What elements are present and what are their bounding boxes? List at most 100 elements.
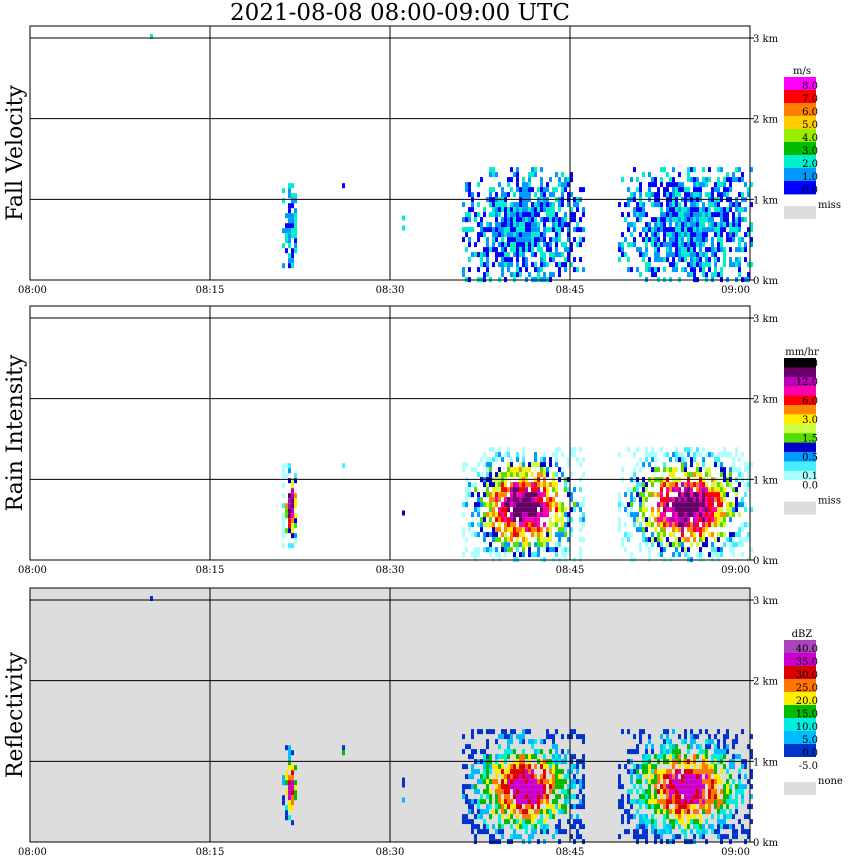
echo-pixel [471,824,474,830]
echo-pixel [642,824,645,830]
echo-pixel [537,517,540,523]
echo-pixel [702,834,705,840]
echo-pixel [651,824,654,830]
echo-pixel [468,217,471,223]
echo-pixel [570,207,573,213]
echo-pixel [642,754,645,760]
echo-pixel [528,754,531,760]
echo-pixel [651,447,654,453]
echo-pixel [693,824,696,830]
echo-pixel [681,492,684,498]
echo-pixel [507,527,510,533]
echo-pixel [711,222,714,228]
echo-pixel [288,213,291,219]
echo-pixel [696,774,699,780]
grid [30,26,750,280]
echo-pixel [717,452,720,458]
echo-pixel [294,473,297,479]
echo-pixel [735,487,738,493]
echo-pixel [702,784,705,790]
echo-pixel [534,452,537,458]
echo-pixel [684,467,687,473]
echo-pixel [711,242,714,248]
echo-pixel [555,547,558,553]
echo-pixel [708,212,711,218]
echo-pixel [687,177,690,183]
echo-pixel [645,487,648,493]
echo-pixel [735,217,738,223]
echo-pixel [549,257,552,263]
echo-pixel [663,532,666,538]
echo-pixel [675,232,678,238]
echo-pixel [285,805,288,811]
echo-pixel [507,462,510,468]
echo-pixel [498,799,501,805]
echo-pixel [540,814,543,820]
echo-pixel [630,492,633,498]
legend-missing-swatch [784,782,816,795]
echo-pixel [561,242,564,248]
echo-pixel [687,764,690,770]
echo-pixel [648,552,651,558]
echo-pixel [732,232,735,238]
echo-pixel [684,764,687,770]
echo-pixel [510,472,513,478]
echo-pixel [696,217,699,223]
echo-pixel [546,729,549,735]
echo-pixel [654,774,657,780]
echo-pixel [750,202,753,208]
echo-pixel [477,267,480,273]
echo-pixel [702,769,705,775]
echo-pixel [561,262,564,268]
echo-pixel [513,819,516,825]
echo-pixel [750,222,753,228]
echo-pixel [639,502,642,508]
echo-pixel [483,212,486,218]
echo-pixel [675,749,678,755]
echo-pixel [540,507,543,513]
echo-pixel [696,512,699,518]
echo-pixel [672,257,675,263]
echo-pixel [519,779,522,785]
legend-swatch [784,395,816,406]
echo-pixel [651,272,654,278]
echo-pixel [723,522,726,528]
echo-pixel [687,547,690,553]
echo-pixel [696,252,699,258]
echo-pixel [498,552,501,558]
echo-pixel [582,734,585,740]
echo-pixel [717,739,720,745]
echo-pixel [543,784,546,790]
echo-pixel [510,834,513,840]
echo-pixel [528,207,531,213]
echo-pixel [639,527,642,533]
echo-pixel [516,492,519,498]
legend-label: 35.0 [796,657,818,668]
echo-pixel [627,187,630,193]
echo-pixel [639,247,642,253]
echo-pixel [528,739,531,745]
echo-pixel [642,462,645,468]
echo-pixel [714,764,717,770]
echo-pixel [687,232,690,238]
echo-pixel [720,749,723,755]
echo-pixel [285,770,288,776]
echo-pixel [567,784,570,790]
echo-pixel [477,202,480,208]
echo-pixel [663,749,666,755]
echo-pixel [693,502,696,508]
echo-pixel [702,789,705,795]
echo-pixel [696,502,699,508]
echo-pixel [621,784,624,790]
echo-pixel [732,487,735,493]
echo-pixel [738,167,741,173]
x-tick-label: 08:30 [376,285,405,296]
echo-pixel [546,814,549,820]
echo-pixel [522,462,525,468]
echo-pixel [546,207,549,213]
echo-pixel [636,824,639,830]
echo-pixel [471,829,474,835]
echo-pixel [564,267,567,273]
legend-swatch [784,103,816,117]
echo-pixel [564,789,567,795]
